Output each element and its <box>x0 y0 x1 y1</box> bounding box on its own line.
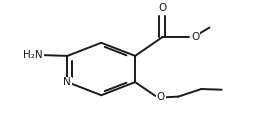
Text: N: N <box>63 77 71 87</box>
Text: H₂N: H₂N <box>23 50 43 60</box>
Text: O: O <box>158 3 166 13</box>
Text: O: O <box>157 92 165 102</box>
Text: O: O <box>191 32 200 42</box>
